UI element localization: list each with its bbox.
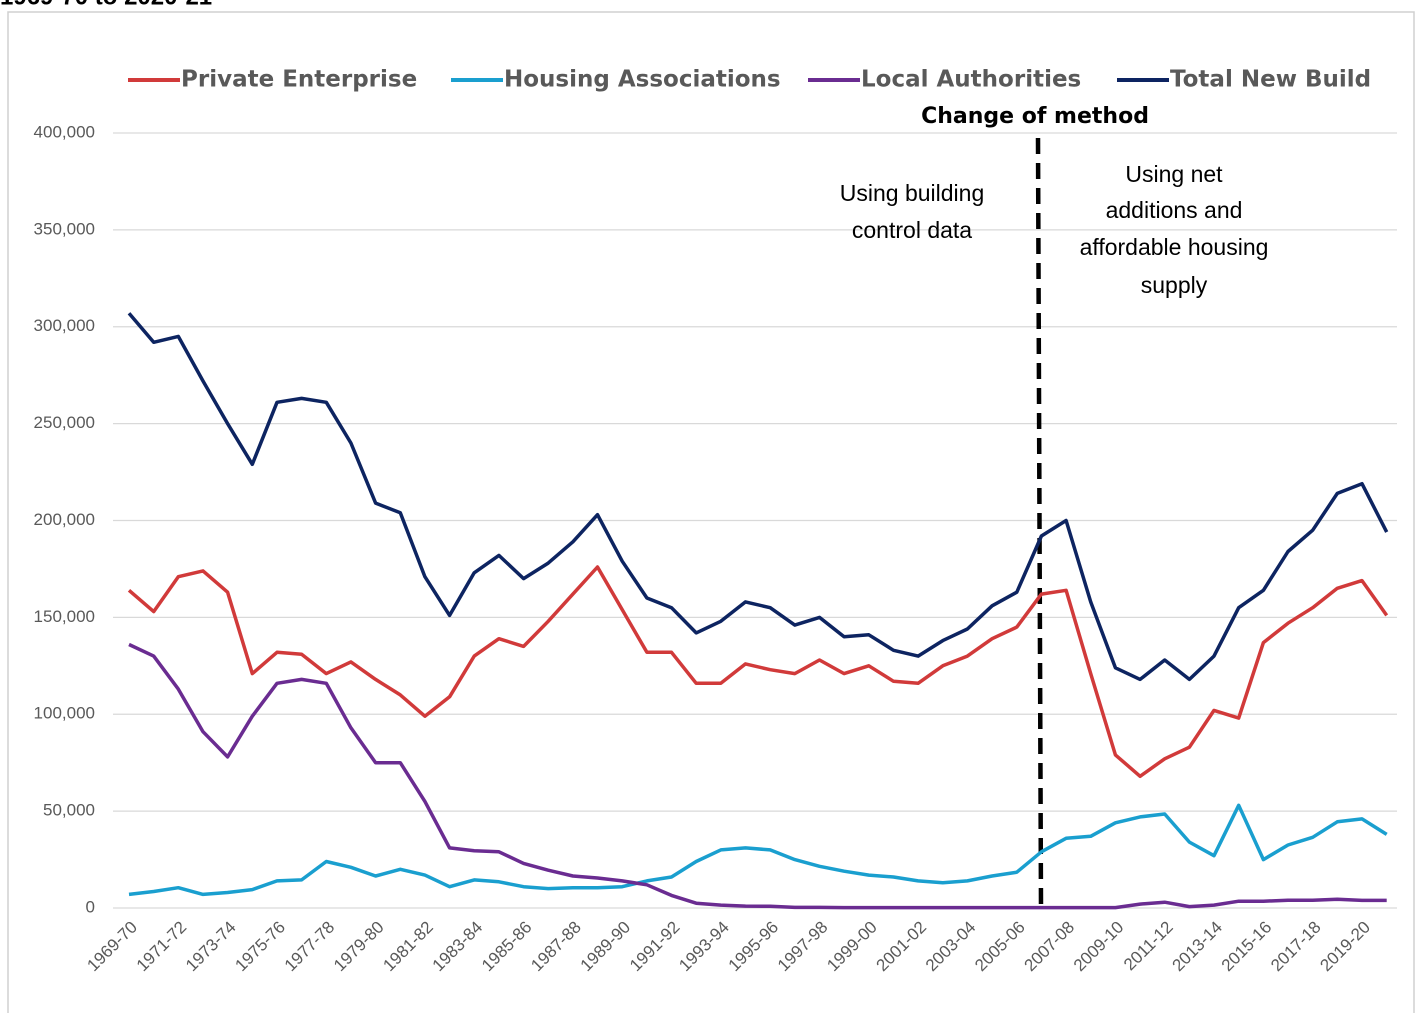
- x-tick-label: 1977-78: [281, 918, 339, 976]
- x-tick-label: 1991-92: [626, 918, 684, 976]
- series-line: [127, 312, 1389, 682]
- annotation: supply: [1141, 272, 1208, 298]
- x-tick-label: 1975-76: [231, 918, 289, 976]
- series-line: [127, 565, 1389, 779]
- annotation: Using net: [1125, 161, 1223, 187]
- x-tick-label: 2001-02: [873, 918, 931, 976]
- x-tick-label: 1989-90: [577, 918, 635, 976]
- x-tick-label: 1979-80: [330, 918, 388, 976]
- x-tick-label: 2017-18: [1267, 918, 1325, 976]
- x-tick-label: 2013-14: [1168, 918, 1226, 976]
- x-tick-label: 1999-00: [823, 918, 881, 976]
- y-tick-label: 200,000: [34, 510, 95, 529]
- series-line: [128, 642, 1387, 910]
- x-tick-label: 2011-12: [1120, 918, 1177, 975]
- annotation: additions and: [1106, 197, 1243, 223]
- annotation: Change of method: [921, 104, 1149, 129]
- y-tick-label: 100,000: [34, 704, 95, 723]
- x-tick-label: 1973-74: [182, 918, 240, 976]
- x-tick-label: 1997-98: [774, 918, 832, 976]
- annotation: affordable housing: [1080, 234, 1269, 260]
- x-tick-label: 2007-08: [1021, 918, 1079, 976]
- annotation: Using building: [840, 180, 984, 206]
- legend-label: Housing Associations: [504, 67, 781, 93]
- method-divider: [1035, 137, 1044, 909]
- x-tick-label: 1993-94: [675, 918, 733, 976]
- series-line: [128, 803, 1388, 897]
- y-tick-label: 0: [86, 897, 95, 916]
- x-tick-label: 1995-96: [725, 918, 783, 976]
- legend-label: Total New Build: [1170, 67, 1371, 93]
- x-tick-label: 2019-20: [1316, 918, 1374, 976]
- x-tick-label: 2015-16: [1218, 918, 1276, 976]
- x-tick-label: 1981-82: [379, 918, 437, 976]
- x-tick-label: 1987-88: [527, 918, 585, 976]
- x-tick-label: 1983-84: [429, 918, 487, 976]
- x-tick-label: 2005-06: [971, 918, 1029, 976]
- y-tick-label: 350,000: [34, 219, 95, 238]
- x-tick-label: 2009-10: [1070, 918, 1128, 976]
- y-tick-label: 50,000: [43, 801, 95, 820]
- subtitle: 1969-70 to 2020-21: [0, 0, 212, 10]
- x-tick-label: 2003-04: [922, 918, 980, 976]
- x-tick-label: 1969-70: [83, 918, 141, 976]
- annotation: control data: [852, 217, 972, 243]
- chart-frame: [7, 11, 1415, 1018]
- y-tick-label: 400,000: [34, 122, 95, 141]
- x-tick-label: 1971-72: [133, 918, 191, 976]
- y-tick-label: 250,000: [34, 413, 95, 432]
- y-tick-label: 300,000: [34, 316, 95, 335]
- y-tick-label: 150,000: [34, 607, 95, 626]
- x-tick-label: 1985-86: [478, 918, 536, 976]
- legend-label: Private Enterprise: [181, 67, 417, 93]
- legend-label: Local Authorities: [861, 67, 1081, 93]
